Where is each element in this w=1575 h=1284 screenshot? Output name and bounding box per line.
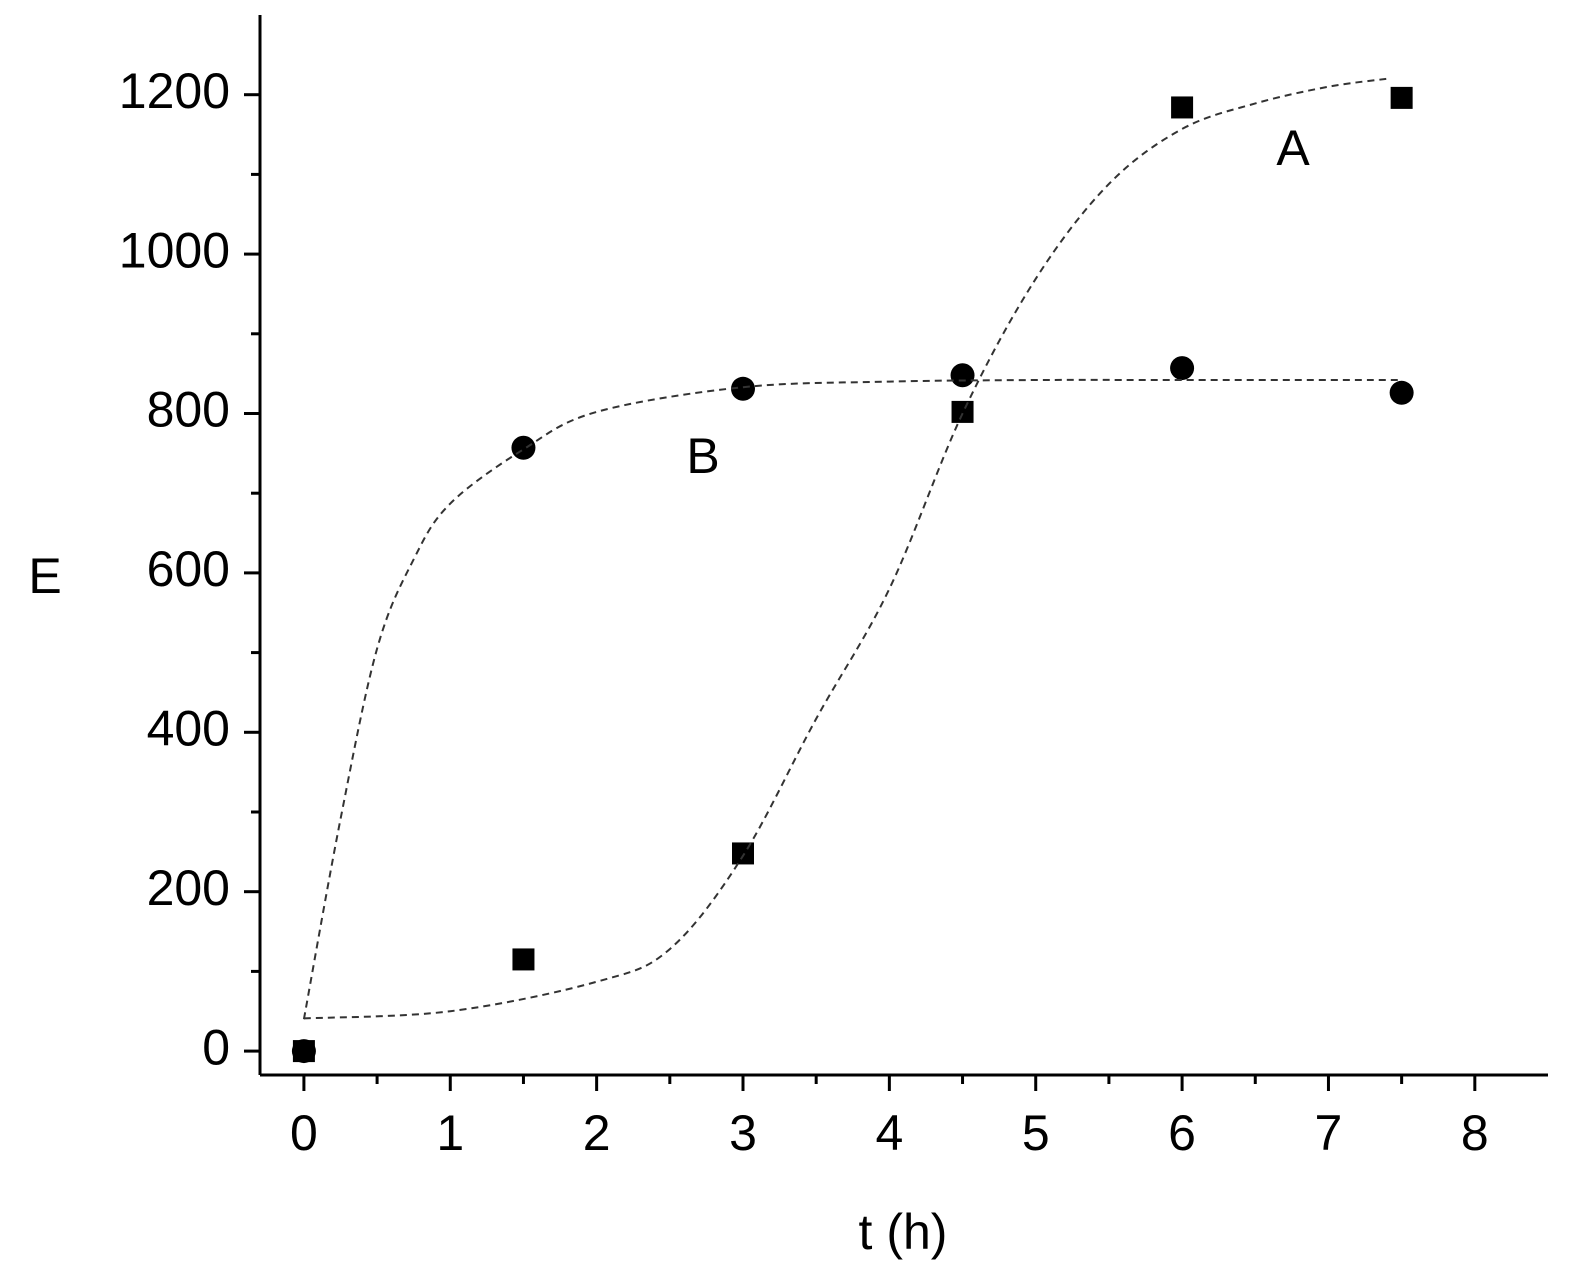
x-tick-label: 6	[1168, 1105, 1196, 1161]
y-tick-label: 800	[147, 382, 230, 438]
y-tick-label: 600	[147, 541, 230, 597]
square-point	[951, 400, 974, 423]
circle-point	[950, 363, 975, 388]
circle-point	[511, 435, 536, 460]
x-axis-label: t (h)	[859, 1204, 948, 1260]
x-tick-label: 3	[729, 1105, 757, 1161]
y-tick-label: 400	[147, 700, 230, 756]
y-tick-label: 1200	[119, 63, 230, 119]
x-tick-label: 4	[875, 1105, 903, 1161]
x-tick-label: 1	[436, 1105, 464, 1161]
annotation: A	[1276, 120, 1310, 176]
circle-point	[1170, 356, 1195, 381]
x-tick-label: 8	[1461, 1105, 1489, 1161]
y-axis-label: E	[28, 548, 61, 604]
fit-curve	[303, 77, 1388, 1020]
x-tick-label: 7	[1315, 1105, 1343, 1161]
circle-point	[291, 1039, 316, 1064]
annotation: B	[686, 428, 719, 484]
fit-curve	[302, 378, 1402, 1020]
square-point	[1171, 96, 1194, 119]
y-tick-label: 1000	[119, 222, 230, 278]
circle-point	[731, 376, 755, 401]
x-tick-label: 5	[1022, 1105, 1050, 1161]
circle-point	[1389, 380, 1414, 405]
y-tick-label: 0	[202, 1019, 230, 1075]
square-point	[1390, 86, 1413, 109]
x-tick-label: 2	[583, 1105, 611, 1161]
y-tick-label: 200	[147, 860, 230, 916]
square-point	[732, 842, 754, 865]
x-tick-label: 0	[290, 1105, 318, 1161]
square-point	[512, 948, 535, 971]
